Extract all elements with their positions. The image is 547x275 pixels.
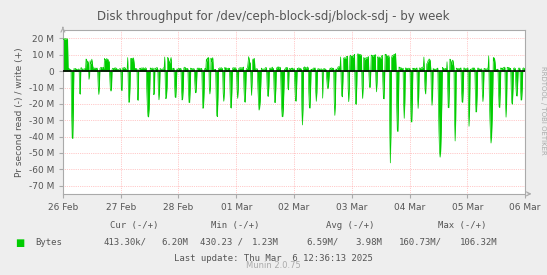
Text: ■: ■: [15, 238, 25, 248]
Y-axis label: Pr second read (-) / write (+): Pr second read (-) / write (+): [15, 47, 24, 177]
Text: 106.32M: 106.32M: [459, 238, 497, 247]
Text: RRDTOOL / TOBI OETIKER: RRDTOOL / TOBI OETIKER: [540, 66, 546, 154]
Text: Munin 2.0.75: Munin 2.0.75: [246, 261, 301, 270]
Text: Last update: Thu Mar  6 12:36:13 2025: Last update: Thu Mar 6 12:36:13 2025: [174, 254, 373, 263]
Text: Disk throughput for /dev/ceph-block-sdj/block-sdj - by week: Disk throughput for /dev/ceph-block-sdj/…: [97, 10, 450, 23]
Text: 160.73M/: 160.73M/: [399, 238, 443, 247]
Text: 3.98M: 3.98M: [356, 238, 382, 247]
Text: Cur (-/+): Cur (-/+): [110, 221, 158, 230]
Text: 413.30k/: 413.30k/: [104, 238, 147, 247]
Text: 6.20M: 6.20M: [161, 238, 188, 247]
Text: 6.59M/: 6.59M/: [306, 238, 339, 247]
Text: 1.23M: 1.23M: [252, 238, 278, 247]
Text: 430.23 /: 430.23 /: [200, 238, 243, 247]
Text: Max (-/+): Max (-/+): [438, 221, 486, 230]
Text: Bytes: Bytes: [36, 238, 62, 247]
Text: Avg (-/+): Avg (-/+): [326, 221, 374, 230]
Text: Min (-/+): Min (-/+): [211, 221, 259, 230]
